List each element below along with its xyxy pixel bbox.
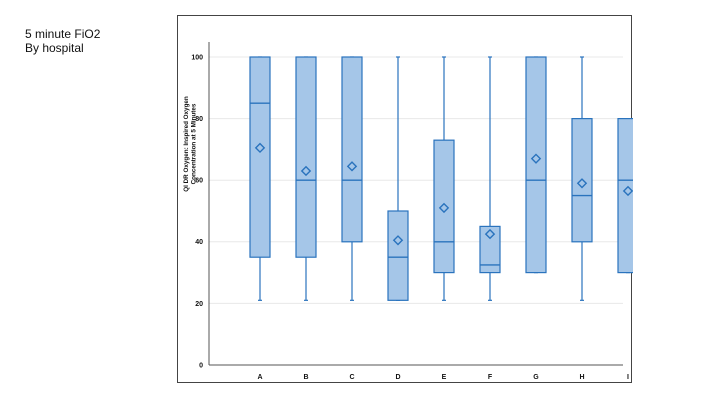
x-tick-label: F [488, 374, 493, 381]
box-I [617, 117, 633, 274]
mean-marker [576, 178, 588, 189]
box-group-H [571, 56, 593, 301]
y-tick-label: 80 [195, 116, 203, 123]
y-tick-labels: 0 20 40 60 80 100 [191, 54, 203, 369]
x-tick-label: H [579, 374, 584, 381]
mean-marker [530, 153, 542, 164]
box-E [433, 139, 455, 274]
mean-marker [484, 228, 496, 240]
box-group-B [295, 56, 317, 301]
box-B [295, 56, 317, 258]
box-group-I [617, 117, 633, 274]
mean-marker [300, 165, 312, 177]
axes [208, 42, 623, 366]
y-axis-label-line-1: QI DR Oxygen: Inspired Oxygen [183, 96, 190, 192]
y-tick-label: 100 [191, 54, 203, 61]
box-series [249, 56, 633, 301]
box-F [479, 225, 501, 274]
box-H [571, 117, 593, 243]
box-group-C [341, 56, 363, 301]
mean-marker [622, 185, 633, 197]
x-tick-label: B [303, 374, 308, 381]
box-group-A [249, 56, 271, 301]
x-tick-label: I [627, 374, 629, 381]
y-axis-label: QI DR Oxygen: Inspired Oxygen Concentrat… [183, 96, 198, 192]
chart-frame: 0 20 40 60 80 100 A B C D E F G H I QI DR Oxygen: Ins… [177, 15, 633, 383]
box-A [249, 56, 271, 258]
box-plot-chart: 0 20 40 60 80 100 A B C D E F G H I QI DR Oxygen: Ins… [183, 42, 633, 381]
box-D [387, 210, 409, 301]
x-tick-label: D [395, 374, 400, 381]
slide-title-line-2: By hospital [25, 41, 84, 55]
mean-marker [392, 235, 404, 246]
mean-marker [254, 142, 266, 154]
y-tick-label: 60 [195, 178, 203, 185]
mean-marker [346, 161, 358, 172]
box-group-F [479, 56, 501, 301]
y-tick-label: 40 [195, 239, 203, 246]
x-tick-label: A [257, 374, 262, 381]
box-group-G [525, 56, 547, 274]
x-tick-label: C [349, 374, 354, 381]
x-tick-label: E [442, 374, 447, 381]
y-tick-label: 20 [195, 301, 203, 308]
slide-title-line-1: 5 minute FiO2 [25, 27, 101, 41]
box-C [341, 56, 363, 243]
y-axis-label-line-2: Concentration at 5 Minutes [191, 103, 198, 184]
x-tick-label: G [533, 374, 539, 381]
grid-lines [209, 56, 623, 366]
y-tick-label: 0 [199, 362, 203, 369]
x-tick-labels: A B C D E F G H I [257, 374, 629, 381]
box-group-D [387, 56, 409, 301]
mean-marker [438, 202, 450, 214]
box-group-E [433, 56, 455, 301]
box-G [525, 56, 547, 274]
slide-title: 5 minute FiO2 By hospital [25, 27, 155, 55]
